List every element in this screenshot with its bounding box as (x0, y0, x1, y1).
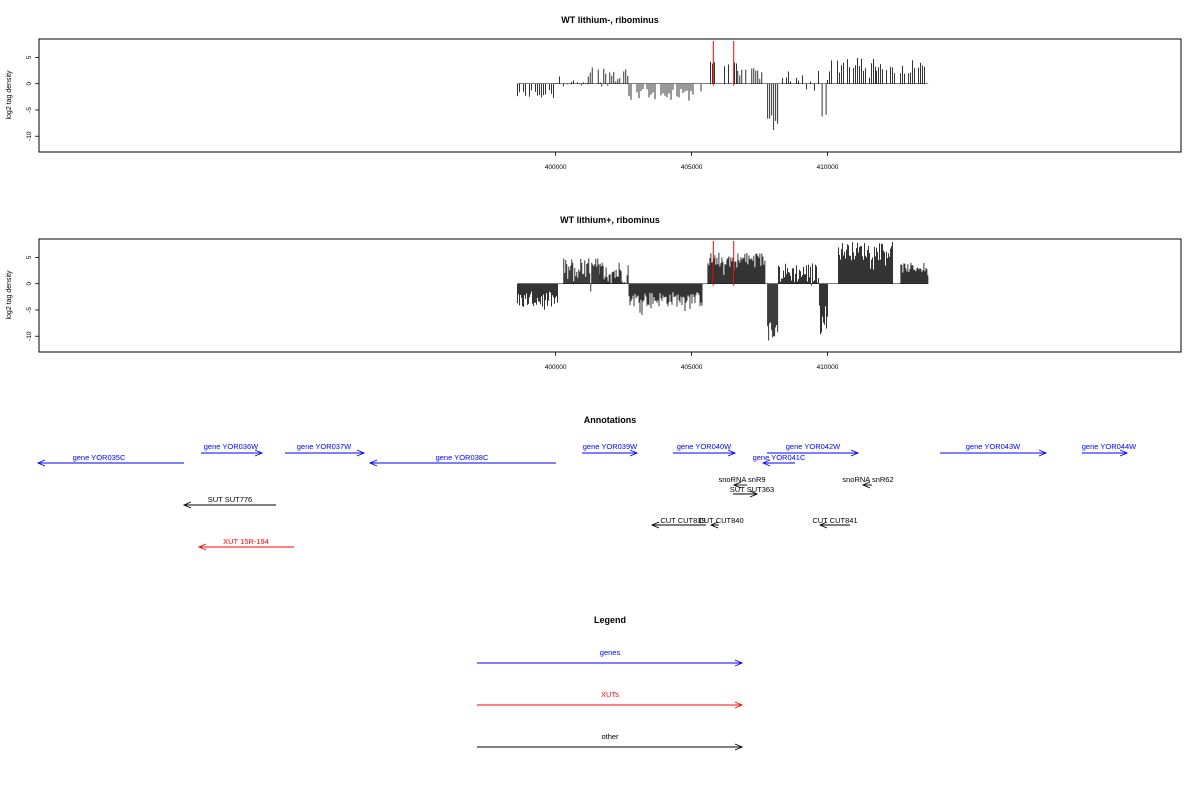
annotation-arrowhead (650, 521, 660, 529)
y-tick-label: 5 (26, 255, 33, 259)
annotation-label: gene YOR036W (204, 442, 259, 451)
panel2-title: WT lithium+, ribominus (560, 215, 660, 225)
legend-arrowhead (734, 743, 744, 751)
annotation-feature: gene YOR040W (673, 442, 737, 457)
annotation-label: gene YOR037W (297, 442, 352, 451)
y-tick-label: 0 (26, 81, 33, 85)
annotation-feature: CUT CUT840 (698, 516, 744, 529)
x-tick-label: 400000 (545, 164, 567, 171)
y-tick-label: -5 (26, 307, 33, 313)
annotation-label: SUT SUT363 (730, 485, 774, 494)
panel1-x-axis: 400000 405000 410000 (545, 152, 839, 171)
annotation-feature: gene YOR043W (940, 442, 1048, 457)
annotation-arrowhead (1038, 449, 1048, 457)
annotation-label: CUT CUT839 (660, 516, 705, 525)
annotation-label: gene YOR043W (966, 442, 1021, 451)
annotation-arrowhead (709, 521, 719, 529)
panel2-y-axis-label: log2 tag density (6, 270, 13, 320)
annotation-feature: gene YOR042W (767, 442, 860, 457)
annotation-label: gene YOR040W (677, 442, 732, 451)
annotation-feature: gene YOR039W (582, 442, 639, 457)
annotation-arrowhead (850, 449, 860, 457)
panel2-bars (517, 242, 929, 341)
annotation-feature: gene YOR037W (285, 442, 366, 457)
annotation-arrowhead (36, 459, 46, 467)
legend-section: Legend genes XUTs other (477, 615, 744, 751)
annotation-arrowhead (749, 490, 759, 498)
panel2-y-axis: 5 0 -5 -10 (26, 255, 40, 341)
legend-arrowhead (734, 659, 744, 667)
annotation-features: gene YOR035C gene YOR036W gene YOR037W gene… (36, 442, 1137, 551)
y-tick-label: -10 (26, 331, 33, 341)
annotation-feature: SUT SUT363 (730, 485, 774, 498)
legend-item: genes (477, 648, 744, 667)
annotation-arrowhead (254, 449, 264, 457)
legend-arrowhead (734, 701, 744, 709)
panel1-title: WT lithium-, ribominus (561, 15, 659, 25)
legend-title: Legend (594, 615, 626, 625)
legend-items: genes XUTs other (477, 648, 744, 751)
annotation-feature: gene YOR041C (753, 453, 806, 467)
panel1-markers (712, 41, 735, 86)
panel2-markers (712, 241, 735, 286)
annotation-label: snoRNA snR9 (718, 475, 765, 484)
annotation-feature: CUT CUT839 (650, 516, 706, 529)
annotation-arrowhead (727, 449, 737, 457)
annotation-label: gene YOR041C (753, 453, 806, 462)
x-tick-label: 405000 (681, 164, 703, 171)
panel1-y-axis-label: log2 tag density (6, 70, 13, 120)
legend-item: other (477, 732, 744, 751)
x-tick-label: 410000 (817, 364, 839, 371)
y-tick-label: -10 (26, 131, 33, 141)
annotation-arrowhead (629, 449, 639, 457)
annotation-arrowhead (368, 459, 378, 467)
panel2-x-axis: 400000 405000 410000 (545, 352, 839, 371)
annotation-feature: gene YOR044W (1082, 442, 1137, 457)
annotation-label: CUT CUT841 (812, 516, 857, 525)
annotation-label: snoRNA snR62 (842, 475, 893, 484)
annotation-label: XUT 15R-194 (223, 537, 269, 546)
legend-label: XUTs (601, 690, 619, 699)
annotation-feature: XUT 15R-194 (197, 537, 294, 551)
panel1-y-axis: 5 0 -5 -10 (26, 55, 40, 141)
legend-label: genes (600, 648, 621, 657)
annotation-feature: snoRNA snR62 (842, 475, 894, 489)
y-tick-label: 5 (26, 55, 33, 59)
annotation-arrowhead (761, 459, 771, 467)
x-tick-label: 405000 (681, 364, 703, 371)
legend-item: XUTs (477, 690, 744, 709)
y-tick-label: -5 (26, 107, 33, 113)
annotation-arrowhead (197, 543, 207, 551)
track-panel-lithium-plus: WT lithium+, ribominus log2 tag density … (6, 215, 1182, 371)
annotation-arrowhead (356, 449, 366, 457)
annotation-arrowhead (861, 481, 871, 489)
annotation-feature: gene YOR036W (201, 442, 264, 457)
annotations-title: Annotations (584, 415, 637, 425)
annotation-label: CUT CUT840 (698, 516, 743, 525)
annotation-label: gene YOR035C (73, 453, 126, 462)
panel1-bars (517, 58, 929, 130)
annotation-feature: SUT SUT776 (182, 495, 276, 509)
annotation-label: SUT SUT776 (208, 495, 252, 504)
y-tick-label: 0 (26, 281, 33, 285)
annotation-feature: gene YOR035C (36, 453, 184, 467)
track-panel-lithium-minus: WT lithium-, ribominus log2 tag density … (6, 15, 1182, 171)
annotation-label: gene YOR038C (436, 453, 489, 462)
annotation-label: gene YOR042W (786, 442, 841, 451)
annotation-feature: snoRNA snR9 (718, 475, 766, 489)
annotation-arrowhead (182, 501, 192, 509)
annotation-label: gene YOR044W (1082, 442, 1137, 451)
x-tick-label: 400000 (545, 364, 567, 371)
annotation-arrowhead (1119, 449, 1129, 457)
x-tick-label: 410000 (817, 164, 839, 171)
annotation-feature: CUT CUT841 (812, 516, 858, 529)
annotation-arrowhead (818, 521, 828, 529)
annotation-feature: gene YOR038C (368, 453, 556, 467)
legend-label: other (601, 732, 619, 741)
annotation-label: gene YOR039W (583, 442, 638, 451)
annotation-arrowhead (732, 481, 742, 489)
